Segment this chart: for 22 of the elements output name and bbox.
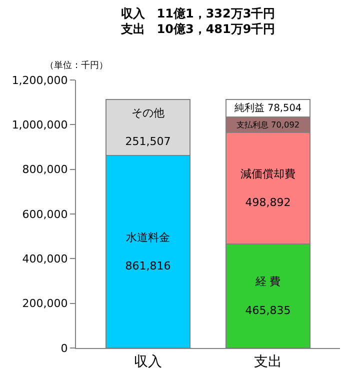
data-label: 861,816: [125, 260, 171, 273]
y-tick-label: 800,000: [22, 163, 68, 176]
y-tick-label: 1,000,000: [12, 118, 68, 132]
x-tick-label: 支出: [254, 354, 282, 370]
y-axis-title: （単位：千円）: [45, 60, 108, 71]
series-label: 水道料金: [126, 230, 170, 244]
chart-title: 収入 11億1，332万3千円: [120, 6, 276, 20]
chart-subtitle: 支出 10億3，481万9千円: [120, 22, 276, 36]
y-tick-label: 400,000: [22, 252, 68, 266]
series-label: 減価償却費: [240, 167, 296, 180]
y-tick-label: 200,000: [22, 297, 68, 310]
y-tick-label: 1,200,000: [12, 74, 68, 87]
y-tick-label: 0: [60, 342, 68, 355]
text: 支払利息 70,092: [236, 119, 300, 130]
text: 純利益 78,504: [234, 103, 302, 114]
x-tick-label: 収入: [134, 354, 162, 370]
y-tick-label: 600,000: [22, 208, 68, 221]
data-label: 498,892: [245, 196, 291, 210]
series-label: その他: [132, 106, 164, 120]
data-label: 465,835: [245, 304, 291, 317]
series-label: 経 費: [254, 275, 281, 288]
data-label: 251,507: [125, 135, 171, 148]
